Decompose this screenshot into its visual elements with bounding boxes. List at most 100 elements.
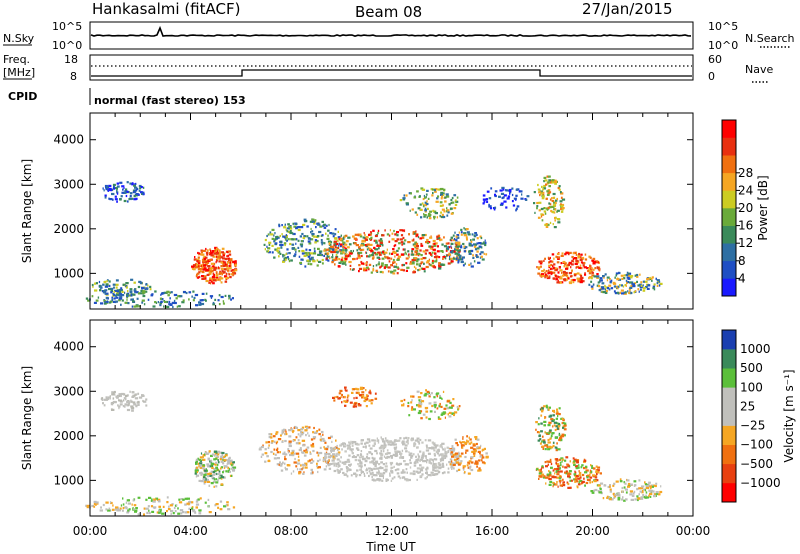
power-echo-cell [329,247,332,250]
velocity-echo-cell [548,415,552,418]
power-echo-cell [123,186,125,190]
power-echo-cell [331,232,335,235]
power-echo-cell [182,299,185,302]
power-echo-cell [614,276,616,279]
velocity-echo-cell [559,424,561,427]
velocity-echo-cell [347,458,350,462]
power-echo-cell [584,253,587,256]
velocity-echo-cell [113,390,116,394]
velocity-echo-cell [178,498,181,501]
power-echo-cell [206,249,209,252]
power-echo-cell [282,255,284,258]
power-echo-cell [486,200,489,203]
power-echo-cell [455,235,458,238]
velocity-echo-cell [405,479,409,482]
power-echo-cell [222,264,226,268]
power-echo-cell [196,263,200,266]
velocity-echo-cell [208,472,211,475]
velocity-echo-cell [394,439,397,442]
velocity-echo-cell [203,482,206,485]
velocity-echo-cell [596,473,598,476]
velocity-echo-cell [195,469,199,472]
power-echo-cell [363,232,365,235]
velocity-echo-cell [380,444,384,447]
velocity-echo-cell [273,457,277,460]
velocity-echo-cell [333,446,336,450]
velocity-echo-cell [359,468,362,471]
power-echo-cell [559,269,562,272]
power-echo-cell [416,213,419,216]
velocity-echo-cell [468,460,472,463]
velocity-echo-cell [401,471,403,474]
power-echo-cell [166,305,170,309]
power-echo-cell [198,260,201,263]
velocity-echo-cell [439,444,443,447]
velocity-echo-cell [657,493,661,496]
velocity-echo-cell [437,417,442,420]
power-echo-cell [212,303,216,306]
power-echo-cell [114,294,117,297]
power-echo-cell [334,237,338,240]
power-echo-cell [572,257,575,260]
velocity-echo-cell [196,474,200,477]
power-echo-cell [358,267,363,270]
power-echo-cell [129,192,133,195]
velocity-echo-cell [356,443,360,446]
power-echo-cell [109,189,113,192]
velocity-echo-cell [291,429,295,432]
velocity-echo-cell [631,494,635,497]
velocity-echo-cell [410,456,413,459]
velocity-echo-cell [558,458,561,461]
power-echo-cell [378,261,380,264]
power-echo-cell [403,239,407,242]
velocity-echo-cell [423,394,427,397]
velocity-echo-cell [457,454,459,457]
velocity-echo-cell [210,482,214,485]
velocity-echo-cell [419,475,423,478]
power-echo-cell [520,197,524,200]
cpid-text: normal (fast stereo) 153 [94,94,246,107]
velocity-echo-cell [539,408,543,411]
power-echo-cell [417,252,421,255]
velocity-echo-cell [198,479,202,482]
velocity-echo-cell [373,439,376,442]
power-echo-cell [439,239,442,242]
power-echo-cell [428,212,431,216]
velocity-echo-cell [353,472,357,475]
power-echo-cell [549,198,552,201]
power-echo-cell [106,280,108,283]
velocity-echo-cell [608,496,611,499]
velocity-echo-cell [137,513,140,516]
power-echo-cell [159,302,163,305]
velocity-echo-cell [359,461,361,464]
power-echo-cell [124,190,126,193]
power-echo-cell [303,220,307,223]
velocity-echo-cell [296,468,299,471]
power-echo-cell [212,282,215,285]
velocity-echo-cell [215,503,219,506]
power-echo-cell [340,260,342,263]
velocity-echo-cell [138,396,143,399]
power-echo-cell [541,273,544,276]
velocity-echo-cell [332,455,335,458]
power-echo-cell [328,249,331,252]
power-echo-cell [424,214,427,217]
velocity-echo-cell [426,461,428,464]
power-echo-cell [472,254,474,257]
velocity-echo-cell [555,462,558,465]
power-echo-cell [279,234,281,238]
power-echo-cell [418,268,421,271]
power-echo-cell [358,256,361,259]
velocity-echo-cell [118,405,121,408]
velocity-echo-cell [558,437,563,440]
velocity-echo-cell [170,509,174,513]
power-echo-cell [628,272,630,275]
velocity-echo-cell [381,479,384,482]
power-echo-cell [575,261,578,264]
velocity-echo-cell [389,472,391,475]
power-echo-cell [294,253,297,256]
velocity-echo-cell [339,460,342,463]
power-echo-cell [420,208,422,211]
power-echo-cell [323,242,326,245]
power-echo-cell [113,293,115,296]
